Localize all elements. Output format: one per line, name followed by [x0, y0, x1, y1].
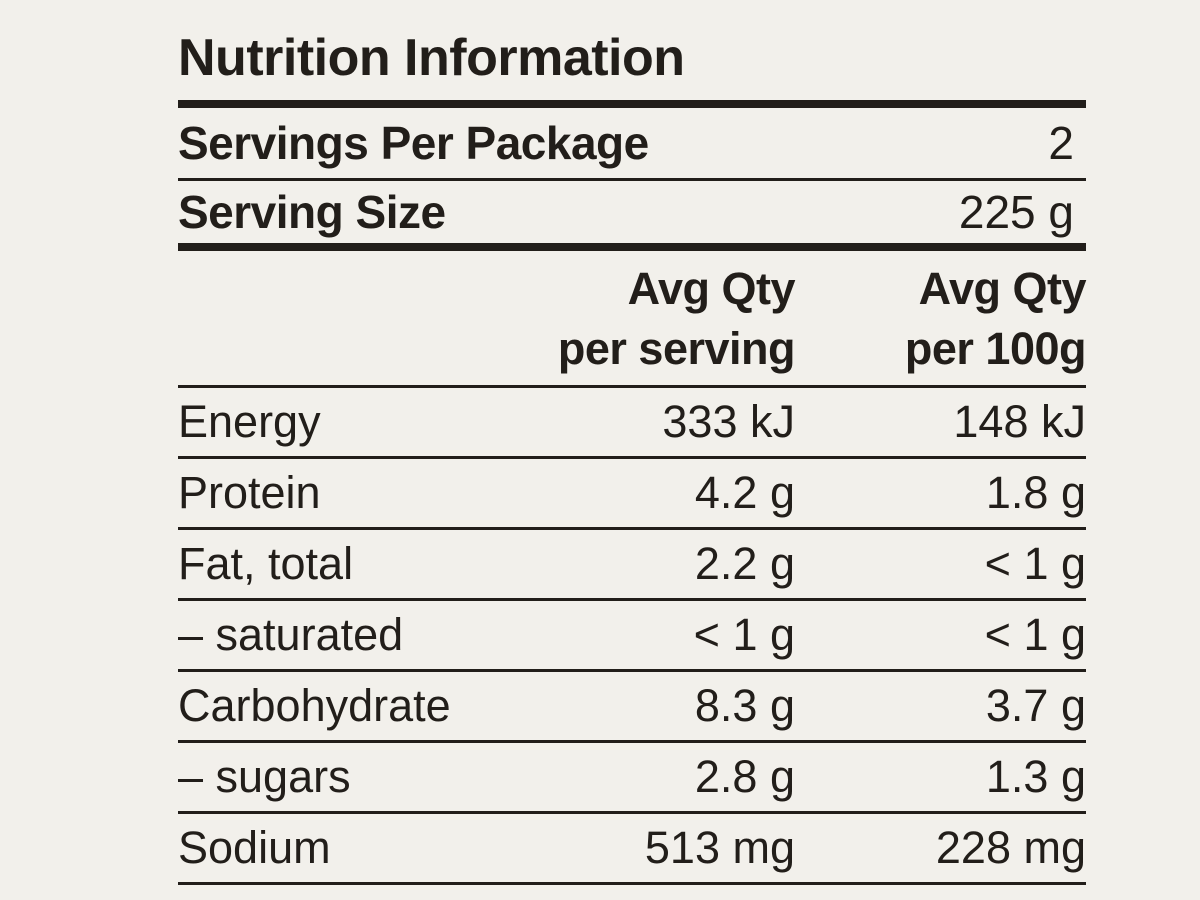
- nutrient-per-100g-value: 148 kJ: [953, 396, 1086, 447]
- table-row-protein: Protein 4.2 g 1.8 g: [178, 459, 1086, 530]
- empty-header-cell: [178, 259, 465, 379]
- nutrient-per-100g-value: < 1 g: [984, 609, 1086, 660]
- per-100g-header-line2: per 100g: [904, 323, 1087, 374]
- nutrient-label: Carbohydrate: [178, 680, 451, 731]
- nutrient-per-serving-value: 2.8 g: [694, 751, 795, 802]
- per-100g-column-header: Avg Qty per 100g: [795, 259, 1087, 379]
- nutrient-per-100g-value: 3.7 g: [985, 680, 1086, 731]
- nutrition-panel: Nutrition Information Servings Per Packa…: [178, 28, 1087, 885]
- table-row-sugars: – sugars 2.8 g 1.3 g: [178, 743, 1086, 814]
- table-row-fat-total: Fat, total 2.2 g < 1 g: [178, 530, 1086, 601]
- per-serving-header-line1: Avg Qty: [627, 263, 796, 314]
- nutrient-label: Sodium: [178, 822, 331, 873]
- nutrient-per-100g-value: 1.3 g: [985, 751, 1086, 802]
- servings-per-package-row: Servings Per Package 2: [178, 108, 1086, 181]
- nutrient-label: – saturated: [178, 609, 404, 660]
- nutrient-per-100g-value: < 1 g: [984, 538, 1086, 589]
- per-100g-header-line1: Avg Qty: [918, 263, 1087, 314]
- nutrient-per-100g-value: 228 mg: [935, 822, 1086, 873]
- table-row-sodium: Sodium 513 mg 228 mg: [178, 814, 1086, 885]
- servings-per-package-label: Servings Per Package: [178, 117, 649, 169]
- nutrition-table: Servings Per Package 2 Serving Size 225 …: [178, 100, 1087, 885]
- nutrient-label: Protein: [178, 467, 321, 518]
- nutrient-per-serving-value: 513 mg: [644, 822, 795, 873]
- nutrient-per-serving-value: 8.3 g: [694, 680, 795, 731]
- servings-per-package-value: 2: [1048, 117, 1074, 169]
- nutrient-per-serving-value: 4.2 g: [694, 467, 795, 518]
- serving-size-value: 225 g: [958, 186, 1074, 238]
- nutrient-label: Energy: [178, 396, 321, 447]
- serving-size-row: Serving Size 225 g: [178, 181, 1086, 251]
- nutrient-per-serving-value: 2.2 g: [694, 538, 795, 589]
- serving-size-label: Serving Size: [178, 186, 446, 238]
- nutrient-label: – sugars: [178, 751, 351, 802]
- nutrient-label: Fat, total: [178, 538, 354, 589]
- nutrient-per-serving-value: < 1 g: [693, 609, 795, 660]
- nutrient-per-serving-value: 333 kJ: [662, 396, 795, 447]
- table-row-carbohydrate: Carbohydrate 8.3 g 3.7 g: [178, 672, 1086, 743]
- per-serving-column-header: Avg Qty per serving: [465, 259, 796, 379]
- table-row-energy: Energy 333 kJ 148 kJ: [178, 388, 1086, 459]
- table-row-saturated-fat: – saturated < 1 g < 1 g: [178, 601, 1086, 672]
- per-serving-header-line2: per serving: [557, 323, 796, 374]
- panel-title: Nutrition Information: [178, 29, 685, 87]
- column-header-row: Avg Qty per serving Avg Qty per 100g: [178, 251, 1087, 388]
- nutrient-per-100g-value: 1.8 g: [985, 467, 1086, 518]
